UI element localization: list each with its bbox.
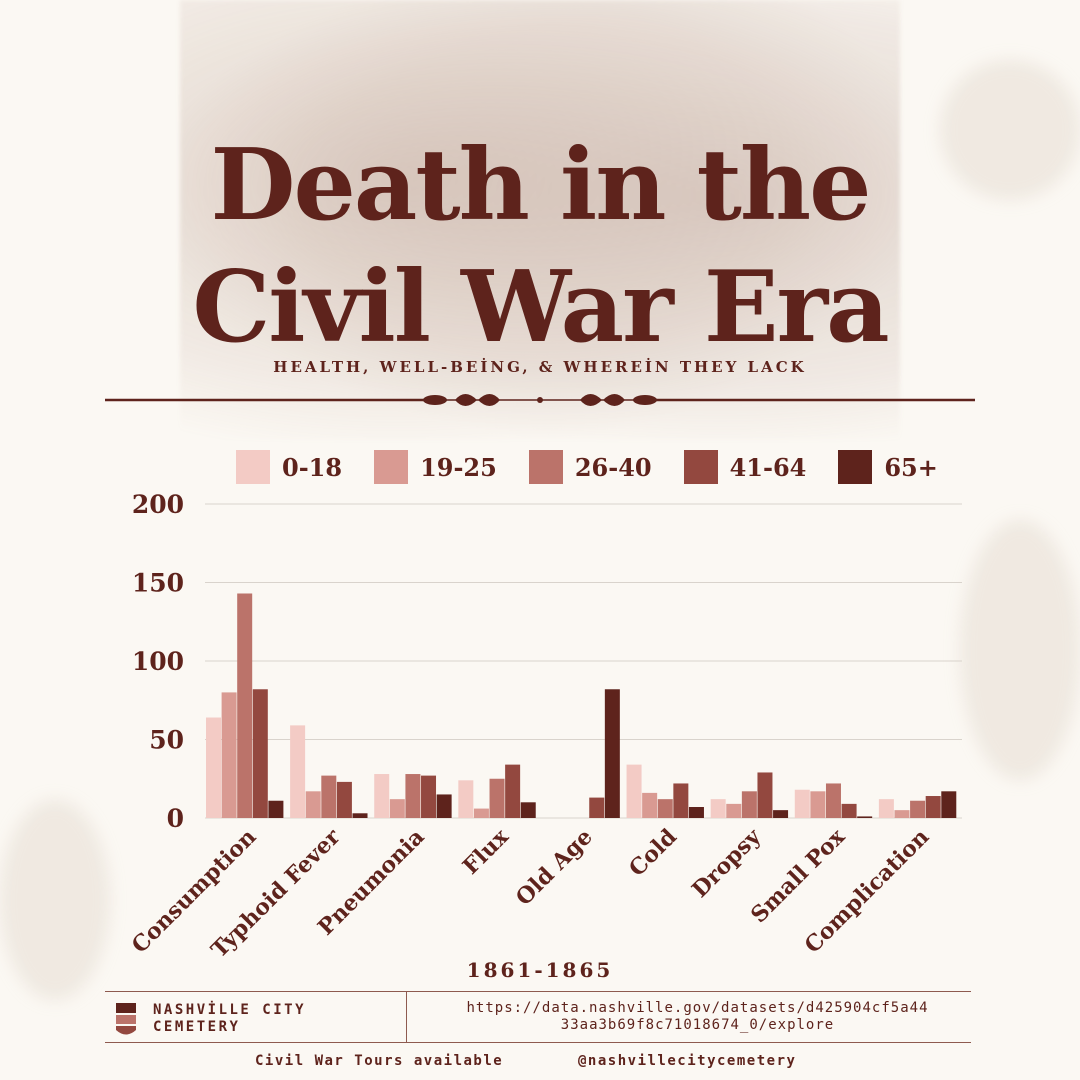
x-tick-label: Dropsy: [687, 823, 767, 903]
y-tick-label: 150: [132, 569, 184, 598]
legend-swatch: [236, 450, 270, 484]
legend-swatch: [683, 450, 718, 484]
legend-swatch: [374, 450, 409, 484]
source-link-line-1: https://data.nashville.gov/datasets/d425…: [466, 1000, 929, 1016]
bar: [757, 772, 773, 818]
x-axis-label: 1861-1865: [466, 958, 614, 982]
x-tick-label: Old Age: [511, 824, 598, 911]
bar: [589, 797, 605, 818]
background-stain: [940, 60, 1080, 200]
bar: [221, 692, 237, 818]
legend-label: 65+: [884, 452, 938, 482]
source-link[interactable]: https://data.nashville.gov/datasets/d425…: [420, 1000, 975, 1034]
legend-swatch: [838, 450, 873, 484]
x-tick-label: Cold: [624, 824, 682, 882]
org-name: NASHVİLLE CITY CEMETERY: [153, 1002, 306, 1036]
tours-text: Civil War Tours available: [255, 1053, 504, 1069]
bar: [206, 717, 221, 818]
y-tick-label: 0: [167, 804, 184, 833]
bar: [489, 778, 505, 818]
bar: [352, 813, 368, 818]
bar: [436, 794, 452, 818]
cemetery-logo-icon: [116, 1003, 136, 1035]
bar: [925, 796, 941, 818]
background-stain: [0, 800, 110, 1000]
bar: [726, 803, 742, 818]
divider-ornament: [105, 394, 975, 406]
bar: [389, 799, 405, 818]
bar: [290, 725, 306, 818]
bar: [458, 780, 474, 818]
bar: [473, 808, 489, 818]
legend-item: 19-25: [374, 450, 497, 484]
legend-swatch: [528, 450, 563, 484]
bar: [336, 781, 352, 818]
bar: [841, 803, 857, 818]
legend-item: 41-64: [683, 450, 807, 484]
footer-divider: [406, 992, 407, 1042]
background-photo: [180, 0, 900, 440]
title-line-2: Civil War Era: [192, 250, 889, 365]
bar: [910, 800, 926, 818]
bar: [657, 799, 673, 818]
subtitle: HEALTH, WELL-BEİNG, & WHEREİN THEY LACK: [273, 358, 807, 376]
bar: [773, 810, 789, 818]
bar: [794, 789, 810, 818]
legend-item: 0-18: [236, 450, 342, 484]
y-tick-label: 50: [149, 726, 184, 755]
bar: [305, 791, 321, 818]
y-tick-label: 200: [132, 490, 184, 519]
bar: [941, 791, 957, 818]
bar: [405, 774, 421, 818]
bar: [688, 807, 704, 818]
social-handle[interactable]: @nashvillecitycemetery: [578, 1053, 797, 1069]
bar: [321, 775, 337, 818]
bar: [741, 791, 757, 818]
legend-item: 65+: [838, 450, 938, 484]
bar: [626, 764, 642, 818]
bar: [642, 792, 658, 818]
org-name-line-1: NASHVİLLE CITY: [153, 1002, 307, 1018]
y-tick-label: 100: [132, 647, 184, 676]
bar: [825, 783, 841, 818]
bar: [505, 764, 521, 818]
bar: [810, 791, 826, 818]
bar: [237, 593, 253, 818]
org-name-line-2: CEMETERY: [153, 1019, 241, 1035]
background-stain: [960, 520, 1080, 780]
legend-label: 19-25: [420, 452, 497, 482]
legend-label: 41-64: [729, 452, 807, 482]
bar: [894, 810, 910, 818]
bar: [857, 816, 873, 818]
x-tick-label: Flux: [458, 823, 515, 880]
title-line-1: Death in the: [210, 128, 872, 243]
bar: [268, 800, 284, 818]
bar: [252, 689, 268, 818]
legend-label: 0-18: [282, 452, 343, 482]
bar: [710, 799, 726, 818]
footer-top-rule: [105, 991, 971, 992]
bar: [878, 799, 894, 818]
source-link-line-2: 33aa3b69f8c71018674_0/explore: [560, 1017, 835, 1033]
bar: [421, 775, 437, 818]
legend-item: 26-40: [528, 450, 652, 484]
footer-bottom-rule: [105, 1042, 971, 1043]
bar: [520, 802, 536, 818]
bar: [604, 689, 620, 818]
legend-label: 26-40: [574, 452, 652, 482]
bar: [673, 783, 689, 818]
legend: 0-18 19-25 26-40 41-64 65+: [236, 450, 970, 484]
bar: [374, 774, 390, 818]
